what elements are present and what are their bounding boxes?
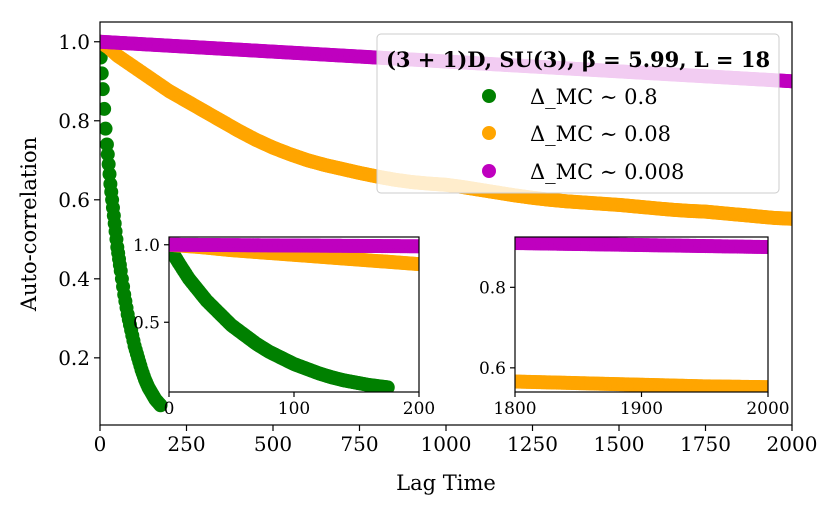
y-tick-label: 0.2 — [58, 346, 90, 370]
legend-marker-0.8 — [482, 89, 496, 103]
inset-right-background — [515, 237, 768, 392]
y-tick-label: 0.5 — [133, 313, 160, 333]
y-tick-label: 1.0 — [133, 236, 160, 256]
data-point-series-0 — [100, 82, 110, 97]
x-axis-title: Lag Time — [396, 471, 496, 495]
x-tick-label: 2000 — [746, 399, 789, 419]
y-tick-label: 0.6 — [58, 188, 90, 212]
legend-label-0.8: Δ_MC ∼ 0.8 — [530, 85, 658, 109]
x-tick-label: 100 — [278, 399, 310, 419]
y-tick-label: 0.4 — [58, 267, 90, 291]
data-point-series-0 — [100, 66, 109, 81]
x-tick-label: 250 — [167, 432, 205, 456]
y-tick-label: 1.0 — [58, 30, 90, 54]
y-tick-label: 0.8 — [479, 278, 506, 298]
legend-marker-0.008 — [482, 164, 496, 178]
x-tick-label: 1500 — [594, 432, 645, 456]
x-tick-label: 500 — [254, 432, 292, 456]
main-axis-ticks: 0 250 500 750 1000 1250 1500 1750 20000.20.40.60… — [58, 30, 817, 456]
data-point-series-1 — [785, 211, 792, 226]
data-point-series-2 — [761, 240, 768, 255]
legend-label-0.008: Δ_MC ∼ 0.008 — [530, 160, 684, 184]
x-tick-label: 1900 — [620, 399, 663, 419]
data-point-series-0 — [100, 101, 112, 116]
legend: (3 + 1)D, SU(3), β = 5.99, L = 18 Δ_MC ∼… — [376, 33, 780, 194]
inset-right-points — [515, 237, 768, 392]
data-point-series-1 — [761, 380, 768, 392]
data-point-series-2 — [412, 239, 419, 254]
data-point-series-0 — [153, 398, 168, 413]
x-tick-label: 750 — [340, 432, 378, 456]
inset-left-ticks: 0 100 200 0.5 1.0 — [133, 236, 435, 419]
x-tick-label: 1000 — [421, 432, 472, 456]
legend-label-0.08: Δ_MC ∼ 0.08 — [530, 122, 671, 146]
y-tick-label: 0.6 — [479, 359, 506, 379]
x-tick-label: 1750 — [680, 432, 731, 456]
legend-box — [376, 33, 780, 194]
data-point-series-0 — [100, 121, 113, 136]
data-point-series-2 — [785, 74, 792, 89]
legend-marker-0.08 — [482, 126, 496, 140]
x-tick-label: 200 — [403, 399, 435, 419]
x-tick-label: 2000 — [767, 432, 818, 456]
data-point-series-1 — [412, 257, 419, 272]
data-point-series-0 — [380, 380, 395, 392]
y-axis-title: Auto-correlation — [17, 137, 41, 312]
y-tick-label: 0.8 — [58, 109, 90, 133]
inset-left-points — [169, 237, 419, 392]
x-tick-label: 0 — [94, 432, 107, 456]
x-tick-label: 0 — [164, 399, 175, 419]
x-tick-label: 1250 — [507, 432, 558, 456]
legend-title: (3 + 1)D, SU(3), β = 5.99, L = 18 — [386, 47, 770, 72]
inset-right-ticks: 1800 1900 2000 0.6 0.8 — [479, 278, 790, 419]
x-tick-label: 1800 — [493, 399, 536, 419]
